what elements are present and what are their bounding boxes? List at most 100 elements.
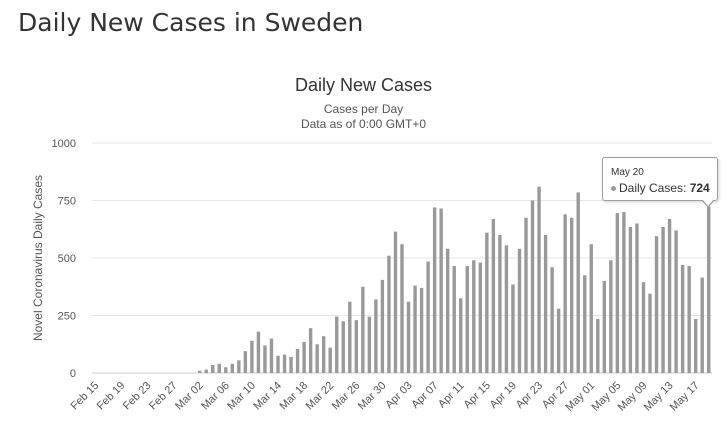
bar[interactable] xyxy=(485,232,489,373)
bar[interactable] xyxy=(511,284,515,373)
bar[interactable] xyxy=(380,279,385,373)
bar[interactable] xyxy=(243,351,248,373)
bar[interactable] xyxy=(204,369,208,373)
y-tick-label: 250 xyxy=(58,311,76,323)
bar[interactable] xyxy=(491,218,496,373)
bar[interactable] xyxy=(628,226,633,373)
bar[interactable] xyxy=(504,245,509,373)
bar[interactable] xyxy=(478,262,483,373)
bar[interactable] xyxy=(211,364,215,373)
x-tick-label: Mar 10 xyxy=(225,380,258,413)
bar[interactable] xyxy=(295,348,300,373)
bar[interactable] xyxy=(472,260,476,373)
bar[interactable] xyxy=(667,218,672,373)
bar[interactable] xyxy=(256,331,261,373)
bar[interactable] xyxy=(556,308,561,373)
bar[interactable] xyxy=(615,213,620,373)
bar[interactable] xyxy=(269,338,274,374)
y-axis-label: Novel Coronavirus Daily Cases xyxy=(31,175,45,341)
bar[interactable] xyxy=(563,214,567,373)
bar[interactable] xyxy=(302,341,306,373)
bar[interactable] xyxy=(432,207,437,373)
bar[interactable] xyxy=(452,266,456,373)
x-tick-label: Apr 15 xyxy=(462,380,493,411)
bar[interactable] xyxy=(354,320,359,373)
bar[interactable] xyxy=(393,231,398,373)
bar[interactable] xyxy=(459,298,463,373)
bar[interactable] xyxy=(602,281,607,373)
bar[interactable] xyxy=(609,260,613,373)
bar[interactable] xyxy=(315,344,319,373)
bar[interactable] xyxy=(439,208,443,373)
bar[interactable] xyxy=(328,347,332,373)
bar[interactable] xyxy=(680,264,685,373)
bar[interactable] xyxy=(465,266,469,373)
y-tick-label: 1000 xyxy=(52,138,76,150)
chart-title: Daily New Cases xyxy=(294,75,433,95)
bar[interactable] xyxy=(707,206,711,373)
bar[interactable] xyxy=(289,356,293,373)
bar[interactable] xyxy=(687,266,691,373)
x-tick-label: Mar 30 xyxy=(356,380,389,413)
bar[interactable] xyxy=(583,275,587,373)
bar[interactable] xyxy=(641,282,646,373)
bar[interactable] xyxy=(648,293,652,373)
bar[interactable] xyxy=(674,230,678,373)
bar[interactable] xyxy=(250,340,254,373)
y-tick-label: 750 xyxy=(58,196,76,208)
bar[interactable] xyxy=(413,285,417,373)
bar[interactable] xyxy=(693,318,698,373)
bars xyxy=(197,186,711,374)
bar[interactable] xyxy=(276,355,280,373)
bar[interactable] xyxy=(426,261,430,373)
bar[interactable] xyxy=(217,363,221,373)
bar[interactable] xyxy=(374,299,378,373)
page-title: Daily New Cases in Sweden xyxy=(18,8,364,37)
bar[interactable] xyxy=(263,345,267,373)
bar[interactable] xyxy=(367,316,372,373)
bar[interactable] xyxy=(400,244,404,373)
bar[interactable] xyxy=(550,267,554,373)
bar[interactable] xyxy=(700,277,704,373)
bar[interactable] xyxy=(230,363,235,373)
bar[interactable] xyxy=(361,286,365,373)
x-tick-label: Apr 03 xyxy=(383,380,414,411)
x-tick-label: Apr 07 xyxy=(409,380,440,411)
bar[interactable] xyxy=(335,316,339,373)
bar[interactable] xyxy=(661,226,665,373)
bar[interactable] xyxy=(387,255,391,373)
bar[interactable] xyxy=(406,301,411,373)
bar[interactable] xyxy=(282,354,287,373)
bar[interactable] xyxy=(224,367,228,373)
bar[interactable] xyxy=(622,212,626,373)
bar[interactable] xyxy=(517,248,522,373)
bar[interactable] xyxy=(654,236,659,373)
bar[interactable] xyxy=(596,318,600,373)
x-tick-label: Feb 15 xyxy=(69,380,102,413)
bar[interactable] xyxy=(348,301,352,373)
bar[interactable] xyxy=(237,360,241,373)
bar[interactable] xyxy=(445,248,450,373)
bar[interactable] xyxy=(524,217,528,373)
bar[interactable] xyxy=(635,223,639,374)
bar[interactable] xyxy=(498,235,502,373)
bar[interactable] xyxy=(530,200,535,374)
x-tick-label: Feb 23 xyxy=(121,380,154,413)
bar[interactable] xyxy=(308,328,313,373)
tooltip-pointer-fill xyxy=(702,199,714,206)
x-tick-label: Mar 22 xyxy=(304,380,337,413)
bar[interactable] xyxy=(197,370,202,373)
y-axis-ticks: 0 250 500 750 1000 xyxy=(52,138,76,380)
bar[interactable] xyxy=(543,235,548,373)
bar[interactable] xyxy=(576,192,580,373)
bar[interactable] xyxy=(321,336,326,373)
bar[interactable] xyxy=(419,287,424,373)
bar[interactable] xyxy=(537,186,541,373)
bar[interactable] xyxy=(589,244,593,373)
x-tick-label: Apr 19 xyxy=(488,380,519,411)
x-tick-label: Mar 18 xyxy=(278,380,311,413)
bar[interactable] xyxy=(569,217,574,373)
x-tick-label: May 17 xyxy=(668,380,702,414)
bar[interactable] xyxy=(341,321,345,373)
